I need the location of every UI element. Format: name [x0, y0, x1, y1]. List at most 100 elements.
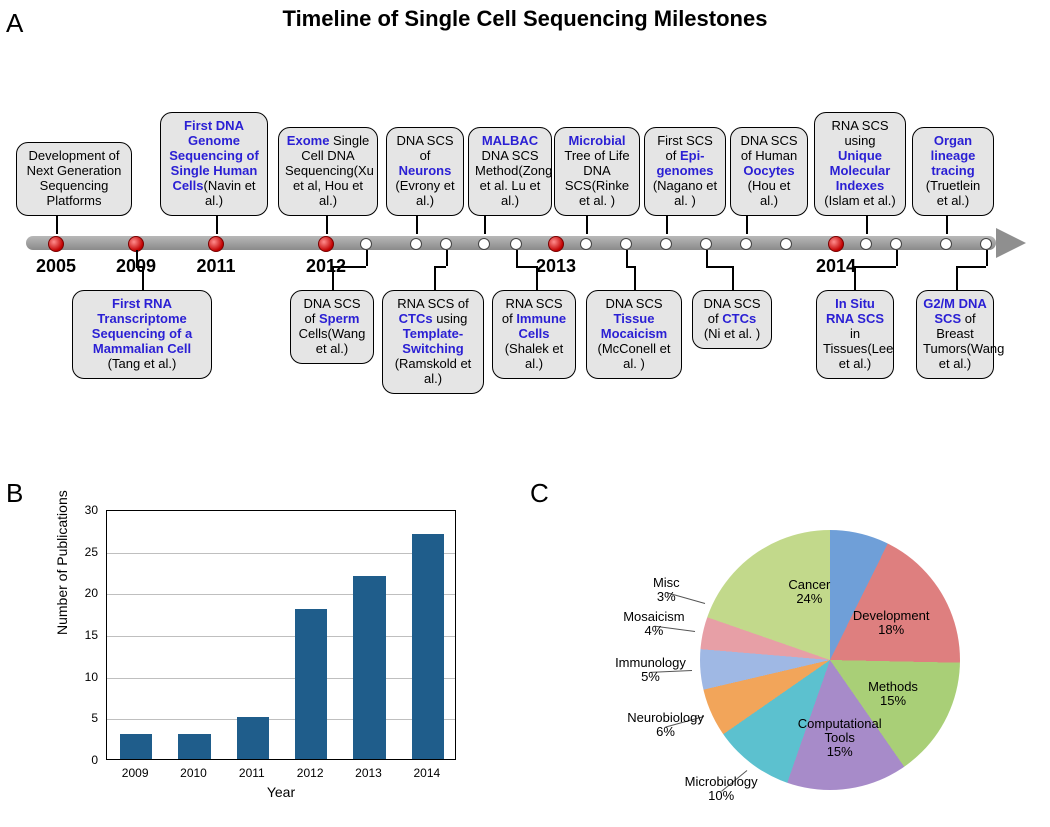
milestone-box: DNA SCS of Sperm Cells(Wang et al.) — [290, 290, 374, 364]
milestone-highlight: Microbial — [568, 133, 625, 148]
milestone-highlight: Neurons — [399, 163, 452, 178]
bar-x-label: 2009 — [122, 766, 149, 780]
bar-x-label: 2012 — [297, 766, 324, 780]
bar-x-label: 2011 — [239, 766, 265, 780]
bar-y-label: 20 — [85, 586, 98, 600]
bar-x-label: 2013 — [355, 766, 382, 780]
milestone-text: DNA SCS — [605, 296, 662, 311]
milestone-text: (McConell et al. ) — [598, 341, 671, 371]
milestone-box: Organ lineage tracing (Truetlein et al.) — [912, 127, 994, 216]
panel-label-c: C — [530, 478, 549, 509]
pie-label: Development18% — [846, 609, 936, 638]
milestone-text: (Truetlein et al.) — [926, 178, 980, 208]
minor-tick — [440, 238, 452, 250]
milestone-highlight: Immune Cells — [516, 311, 566, 341]
milestone-highlight: First RNA Transcriptome Sequencing of a … — [92, 296, 192, 356]
milestone-box: DNA SCS of CTCs (Ni et al. ) — [692, 290, 772, 349]
milestone-highlight: CTCs — [399, 311, 433, 326]
milestone-highlight: G2/M DNA SCS — [923, 296, 987, 326]
milestone-box: In Situ RNA SCS in Tissues(Lee et al.) — [816, 290, 894, 379]
minor-tick — [780, 238, 792, 250]
milestone-box: DNA SCS of Neurons (Evrony et al.) — [386, 127, 464, 216]
minor-tick — [940, 238, 952, 250]
milestone-box: Microbial Tree of Life DNA SCS(Rinke et … — [554, 127, 640, 216]
milestone-text: Cells — [299, 326, 328, 341]
bar-plot-area — [106, 510, 456, 760]
milestone-highlight: Tissue Mocaicism — [601, 311, 667, 341]
timeline-axis: 200520092011201220132014 — [26, 236, 1026, 252]
milestone-text: RNA SCS of — [397, 296, 469, 311]
pie-label: Misc3% — [618, 576, 714, 605]
milestone-text: (Ramskold et al.) — [395, 356, 472, 386]
minor-tick — [580, 238, 592, 250]
milestone-text: Development of Next Generation Sequencin… — [27, 148, 122, 208]
minor-tick — [360, 238, 372, 250]
milestone-text: in Tissues — [823, 326, 867, 356]
milestone-text: DNA SCS of Human — [740, 133, 797, 163]
milestone-highlight: In Situ RNA SCS — [826, 296, 884, 326]
milestone-text: DNA SCS of — [396, 133, 453, 163]
year-tick — [548, 236, 564, 252]
bar-y-label: 10 — [85, 670, 98, 684]
milestone-text: (Tang et al.) — [108, 356, 177, 371]
year-label: 2011 — [196, 256, 235, 277]
bar-y-title: Number of Publications — [54, 490, 70, 635]
milestone-text: (Ni et al. ) — [704, 326, 760, 341]
pie-label: Methods15% — [848, 680, 938, 709]
minor-tick — [890, 238, 902, 250]
pie-label: Immunology5% — [602, 656, 698, 685]
milestone-highlight: MALBAC — [482, 133, 538, 148]
minor-tick — [410, 238, 422, 250]
milestone-highlight: CTCs — [722, 311, 756, 326]
pie-chart: Cancer24%Development18% Methods15% Computa… — [580, 490, 1020, 810]
bar — [237, 717, 269, 759]
minor-tick — [740, 238, 752, 250]
bar-x-title: Year — [106, 784, 456, 800]
pie-label: Cancer24% — [764, 578, 854, 607]
bar-y-label: 5 — [91, 711, 98, 725]
milestone-box: G2/M DNA SCS of Breast Tumors(Wang et al… — [916, 290, 994, 379]
milestone-highlight: Unique Molecular Indexes — [830, 148, 891, 193]
pie-label: Computational Tools15% — [795, 717, 885, 760]
minor-tick — [478, 238, 490, 250]
minor-tick — [660, 238, 672, 250]
milestone-highlight: Organ lineage tracing — [931, 133, 976, 178]
bar-y-label: 30 — [85, 503, 98, 517]
milestone-box: Development of Next Generation Sequencin… — [16, 142, 132, 216]
minor-tick — [620, 238, 632, 250]
bar-y-label: 0 — [91, 753, 98, 767]
milestone-text: RNA SCS using — [831, 118, 888, 148]
pie-label: Neurobiology6% — [618, 711, 714, 740]
year-tick — [318, 236, 334, 252]
milestone-box: RNA SCS of CTCs using Template-Switching… — [382, 290, 484, 394]
year-tick — [828, 236, 844, 252]
bar-chart: Number of Publications Year 200920102011… — [56, 500, 476, 800]
year-tick — [208, 236, 224, 252]
milestone-box: First SCS of Epi-genomes (Nagano et al. … — [644, 127, 726, 216]
bar — [178, 734, 210, 759]
pie-label: Mosaicism4% — [606, 610, 702, 639]
year-label: 2013 — [536, 256, 576, 277]
milestone-box: First RNA Transcriptome Sequencing of a … — [72, 290, 212, 379]
bar-x-label: 2014 — [413, 766, 440, 780]
bar-x-label: 2010 — [180, 766, 207, 780]
year-label: 2005 — [36, 256, 76, 277]
milestone-text: (Shalek et al.) — [505, 341, 564, 371]
bar — [412, 534, 444, 759]
milestone-box: MALBAC DNA SCS Method(Zong et al. Lu et … — [468, 127, 552, 216]
milestone-highlight: Oocytes — [743, 163, 794, 178]
bar — [353, 576, 385, 759]
milestone-highlight: Sperm — [319, 311, 359, 326]
minor-tick — [700, 238, 712, 250]
minor-tick — [980, 238, 992, 250]
bar — [120, 734, 152, 759]
figure-title: Timeline of Single Cell Sequencing Miles… — [0, 6, 1050, 32]
milestone-text: (Evrony et al.) — [395, 178, 454, 208]
milestone-text: using — [433, 311, 468, 326]
milestone-text: (Navin et al.) — [204, 178, 256, 208]
milestone-highlight: Exome — [287, 133, 330, 148]
minor-tick — [510, 238, 522, 250]
milestone-box: DNA SCS of Human Oocytes (Hou et al.) — [730, 127, 808, 216]
bar — [295, 609, 327, 759]
year-label: 2014 — [816, 256, 856, 277]
